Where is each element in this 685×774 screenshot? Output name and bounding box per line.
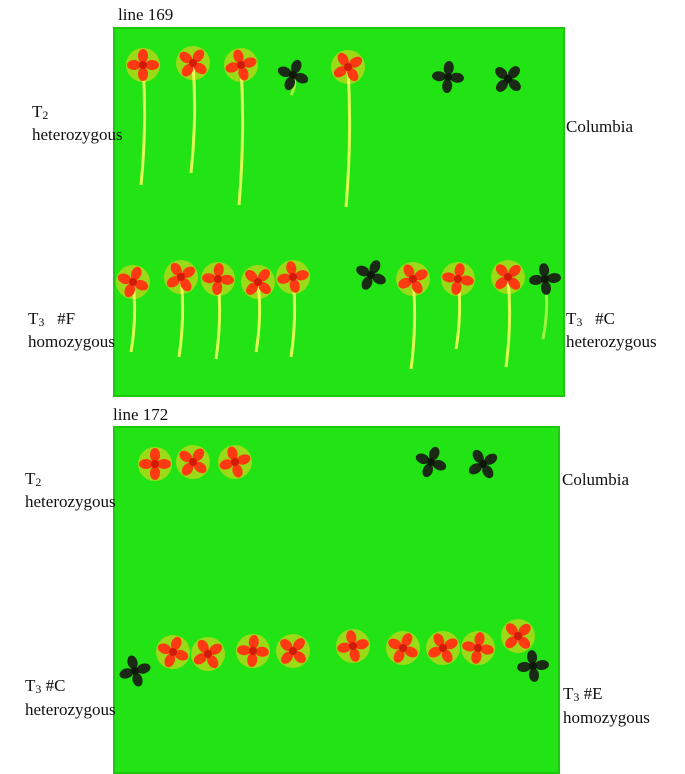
- fluorescent-seedling: [176, 445, 210, 479]
- panel-1-title: line 169: [118, 5, 174, 24]
- panel-1-top-right-label: Columbia: [566, 117, 634, 136]
- fluorescent-seedling: [116, 265, 150, 353]
- fluorescent-seedling: [176, 46, 210, 174]
- dark-seedling: [356, 260, 386, 290]
- dark-seedling: [432, 61, 464, 93]
- panel-2-bottom-left-zygosity: heterozygous: [25, 700, 116, 719]
- dark-seedling: [119, 655, 151, 687]
- fluorescent-seedling: [386, 631, 420, 665]
- fluorescent-seedling: [276, 260, 310, 358]
- panel-1-bottom-right-zygosity: heterozygous: [566, 332, 657, 351]
- fluorescent-seedling: [126, 48, 160, 186]
- plate-1-seedlings: [116, 46, 561, 370]
- panel-2-top-left-generation: T2: [25, 469, 42, 489]
- fluorescent-seedling: [331, 50, 365, 208]
- panel-1-bottom-left-generation: T3 #F: [28, 309, 76, 329]
- fluorescent-seedling: [441, 262, 475, 350]
- fluorescent-seedling: [224, 48, 258, 206]
- dark-seedling: [415, 446, 447, 478]
- fluorescent-seedling: [491, 260, 525, 368]
- dark-seedling: [495, 66, 521, 92]
- panel-2-title: line 172: [113, 405, 169, 424]
- fluorescent-seedling: [241, 265, 275, 353]
- panel-1-top-left-zygosity: heterozygous: [32, 125, 123, 144]
- fluorescent-seedling: [138, 447, 172, 481]
- panel-1-bottom-left-zygosity: homozygous: [28, 332, 115, 351]
- panel-2-top-left-zygosity: heterozygous: [25, 492, 116, 511]
- fluorescent-seedling: [461, 631, 495, 665]
- panel-2-bottom-left-generation: T3 #C: [25, 676, 66, 696]
- panel-2-bottom-right-generation: T3 #E: [563, 684, 603, 704]
- plate-2-seedlings: [119, 445, 549, 687]
- panel-2-top-right-label: Columbia: [562, 470, 630, 489]
- fluorescent-seedling: [218, 445, 252, 479]
- fluorescent-seedling: [396, 262, 430, 370]
- dark-seedling: [277, 59, 309, 96]
- fluorescent-seedling: [501, 619, 535, 653]
- fluorescent-seedling: [236, 634, 270, 668]
- fluorescent-seedling: [336, 629, 370, 663]
- petri-plate-line-172: [113, 426, 560, 774]
- panel-1-bottom-right-generation: T3 #C: [566, 309, 615, 329]
- fluorescent-seedling: [164, 260, 198, 358]
- fluorescent-seedling: [201, 262, 235, 360]
- fluorescent-seedling: [156, 635, 190, 669]
- fluorescent-seedling: [191, 637, 225, 671]
- panel-1-top-left-generation: T2: [32, 102, 49, 122]
- dark-seedling: [529, 263, 561, 340]
- dark-seedling: [468, 449, 498, 479]
- panel-2-bottom-right-zygosity: homozygous: [563, 708, 650, 727]
- fluorescent-seedling: [426, 631, 460, 665]
- fluorescent-seedling: [276, 634, 310, 668]
- petri-plate-line-169: [113, 27, 565, 397]
- dark-seedling: [517, 650, 549, 682]
